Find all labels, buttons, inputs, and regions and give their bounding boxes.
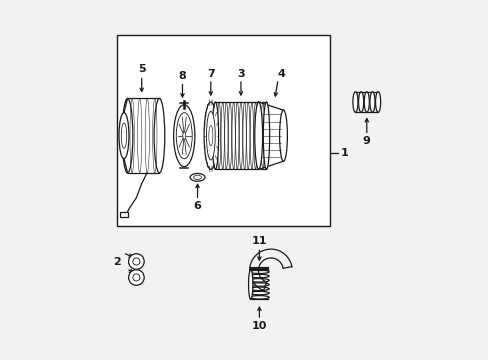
Text: 3: 3 [237, 69, 244, 79]
Ellipse shape [249, 283, 268, 286]
Text: 9: 9 [362, 136, 370, 147]
Ellipse shape [248, 270, 252, 300]
Text: 11: 11 [251, 236, 266, 246]
Ellipse shape [208, 126, 212, 146]
Text: 2: 2 [113, 257, 121, 267]
Text: 6: 6 [193, 201, 201, 211]
Ellipse shape [193, 175, 201, 180]
Ellipse shape [154, 99, 164, 173]
Ellipse shape [249, 287, 268, 291]
Text: 5: 5 [138, 64, 145, 75]
Bar [117, 35, 329, 226]
Ellipse shape [183, 132, 185, 140]
Bar [120, 212, 128, 217]
Ellipse shape [249, 274, 268, 278]
Circle shape [128, 270, 144, 285]
Ellipse shape [249, 279, 268, 282]
Ellipse shape [212, 102, 218, 169]
Circle shape [133, 258, 140, 265]
Ellipse shape [206, 112, 215, 160]
Circle shape [128, 254, 144, 269]
Text: 1: 1 [340, 148, 348, 158]
Ellipse shape [279, 110, 287, 161]
Text: 10: 10 [251, 321, 266, 331]
Ellipse shape [263, 102, 269, 169]
Ellipse shape [249, 291, 268, 295]
Ellipse shape [369, 92, 374, 112]
Ellipse shape [121, 123, 126, 148]
Circle shape [133, 274, 140, 281]
Text: 4: 4 [277, 69, 285, 79]
Ellipse shape [190, 174, 204, 181]
Ellipse shape [254, 102, 262, 169]
Ellipse shape [173, 105, 195, 167]
Text: 7: 7 [206, 69, 214, 79]
Ellipse shape [249, 270, 268, 274]
Polygon shape [215, 102, 266, 169]
Ellipse shape [375, 92, 380, 112]
Polygon shape [258, 102, 283, 169]
Ellipse shape [358, 92, 363, 112]
Ellipse shape [364, 92, 368, 112]
Ellipse shape [352, 92, 357, 112]
Ellipse shape [119, 113, 129, 159]
Ellipse shape [122, 99, 133, 173]
Ellipse shape [249, 296, 268, 299]
Ellipse shape [203, 102, 217, 169]
Text: 8: 8 [178, 71, 186, 81]
